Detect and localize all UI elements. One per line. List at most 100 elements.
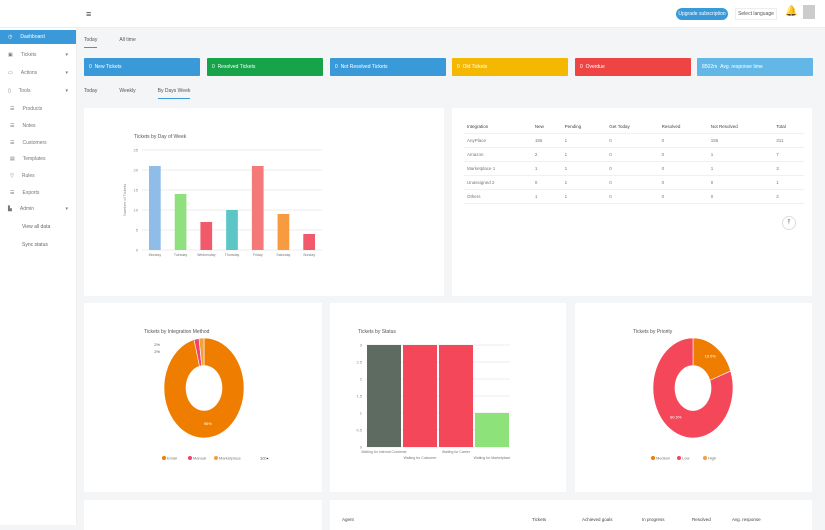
table-cell: 311 <box>773 133 804 148</box>
x-tick-label: Tuesday <box>174 253 188 257</box>
legend-swatch <box>651 456 655 460</box>
legend-label[interactable]: Medium <box>656 456 671 461</box>
x-tick-label: Wednesday <box>197 253 216 257</box>
table-cell: 0 <box>658 161 708 176</box>
sidebar-item-label: Dashboard <box>20 34 45 40</box>
chart-title: Tickets by Integration Method <box>144 329 210 335</box>
bar[interactable] <box>367 345 401 447</box>
avatar[interactable] <box>803 5 815 19</box>
pie-slice[interactable] <box>652 337 734 439</box>
stat-card[interactable]: 0 Overdue <box>575 58 691 76</box>
integration-table: Integration New Pending Get Today Resolved No… <box>464 120 804 204</box>
bar[interactable] <box>149 166 161 250</box>
sidebar-item-tickets[interactable]: ▣ Tickets ▾ <box>0 48 76 62</box>
sidebar-item-actions[interactable]: ▭ Actions ▾ <box>0 66 76 80</box>
stat-value: 0 <box>212 64 215 70</box>
stat-card[interactable]: 0 New Tickets <box>84 58 200 76</box>
stat-card[interactable]: 8502m Avg. response time <box>697 58 813 76</box>
table-cell: Unassigned 2 <box>464 175 532 190</box>
tab-today[interactable]: Today <box>84 37 98 48</box>
chart-title: Tickets by Day of Week <box>134 134 187 140</box>
y-tick-label: 2.5 <box>356 360 362 365</box>
chevron-down-icon: ▾ <box>65 206 68 212</box>
tab-all-time[interactable]: All time <box>119 37 136 43</box>
language-select[interactable]: Select language <box>735 8 777 20</box>
table-cell: 1 <box>561 147 607 162</box>
stat-card[interactable]: 0 Not Resolved Tickets <box>330 58 446 76</box>
sidebar-item-tools[interactable]: ▯ Tools ▾ <box>0 84 76 98</box>
notification-bell-icon[interactable]: 🔔 <box>785 6 798 17</box>
sidebar-item-label: Exports <box>22 190 40 196</box>
stat-card[interactable]: 0 Old Tickets <box>452 58 568 76</box>
sidebar-item-customers[interactable]: ☰ Customers <box>0 136 76 150</box>
x-tick-label: Sunday <box>303 253 315 257</box>
table-cell: 0 <box>606 189 659 204</box>
legend-label[interactable]: Marketplace <box>219 456 242 461</box>
sidebar-item-templates[interactable]: ▤ Templates <box>0 152 76 166</box>
table-cell: 1 <box>561 189 607 204</box>
bar[interactable] <box>439 345 473 447</box>
sidebar-item-dashboard[interactable]: ◷ Dashboard <box>0 30 76 44</box>
clipboard-icon: ▤ <box>10 156 15 162</box>
column-header: New <box>531 120 562 134</box>
sidebar-item-exports[interactable]: ☰ Exports <box>0 186 76 200</box>
tab-by-days-week[interactable]: By Days Week <box>157 88 191 99</box>
y-tick-label: 0 <box>136 248 139 253</box>
hamburger-icon[interactable]: ≡ <box>86 9 92 19</box>
sidebar-item-label: Notes <box>22 123 36 129</box>
y-tick-label: 15 <box>134 188 139 193</box>
table-cell: 0 <box>606 175 659 190</box>
day-of-week-chart: Tickets by Day of Week 0 5 10 15 20 25 Number o… <box>122 134 322 257</box>
legend-label[interactable]: Email <box>167 456 177 461</box>
table-cell: AnyPlace <box>464 133 532 148</box>
table-cell: 1 <box>707 161 774 176</box>
legend-label[interactable]: Low <box>682 456 689 461</box>
legend-swatch <box>703 456 707 460</box>
pie-slice[interactable] <box>163 337 245 439</box>
x-tick-label: Waiting for Carrier <box>442 450 471 454</box>
x-tick-label: Waiting for Customer <box>404 456 438 460</box>
legend-label[interactable]: Manual <box>193 456 206 461</box>
tab-weekly[interactable]: Weekly <box>119 88 136 94</box>
folder-icon: ▭ <box>8 70 13 76</box>
bar[interactable] <box>277 214 290 250</box>
bar[interactable] <box>226 210 238 250</box>
column-header: Resolved <box>658 120 708 134</box>
bar[interactable] <box>251 166 264 250</box>
upgrade-button[interactable]: Upgrade subscription <box>676 8 728 20</box>
pie-slice[interactable] <box>198 337 205 367</box>
y-tick-label: 1 <box>360 411 363 416</box>
calendar-icon: ▣ <box>8 52 13 58</box>
bar[interactable] <box>403 345 437 447</box>
sidebar-item-products[interactable]: ☰ Products <box>0 102 76 116</box>
top-bar: ≡ Upgrade subscription Select language 🔔 <box>0 0 825 28</box>
legend-pager[interactable]: 1/2 ▸ <box>260 456 269 461</box>
table-cell: 0 <box>658 133 708 148</box>
status-chart: Tickets by Status 0 0.5 1 1.5 2 2.5 3 Waiting fo… <box>356 329 510 460</box>
bar[interactable] <box>200 222 213 250</box>
column-header: Tickets <box>532 517 547 522</box>
legend-label[interactable]: High <box>708 456 716 461</box>
tab-today-chart[interactable]: Today <box>84 88 98 94</box>
sidebar-footer-link[interactable]: View all data <box>22 224 51 230</box>
stat-value: 0 <box>580 64 583 70</box>
stat-card[interactable]: 0 Resolved Tickets <box>207 58 323 76</box>
table-row: AnyPlace 155 1 0 0 155 311 <box>464 133 804 148</box>
y-tick-label: 10 <box>134 208 139 213</box>
priority-chart: Tickets by Priority 19.5% 80.5% Medium Low Hi… <box>633 329 734 461</box>
x-tick-label: Saturday <box>276 253 290 257</box>
slice-label: 2% <box>154 349 160 354</box>
sidebar-item-notes[interactable]: ☰ Notes <box>0 119 76 133</box>
sidebar-item-admin[interactable]: ▙ Admin ▾ <box>0 202 76 216</box>
bar[interactable] <box>303 234 315 250</box>
scroll-top-icon[interactable]: ⤒ <box>782 216 796 230</box>
sidebar-item-rules[interactable]: ▽ Rules <box>0 169 76 183</box>
sidebar-footer-link[interactable]: Sync status <box>22 242 48 248</box>
table-row: Amazon 2 1 0 0 1 7 <box>464 147 804 162</box>
integration-method-panel: Tickets by Integration Method 96% 2% 2% Emai… <box>84 303 322 492</box>
sidebar-item-label: Products <box>22 106 43 112</box>
bar[interactable] <box>174 194 187 250</box>
table-cell: 0 <box>707 189 774 204</box>
bar[interactable] <box>475 413 509 447</box>
